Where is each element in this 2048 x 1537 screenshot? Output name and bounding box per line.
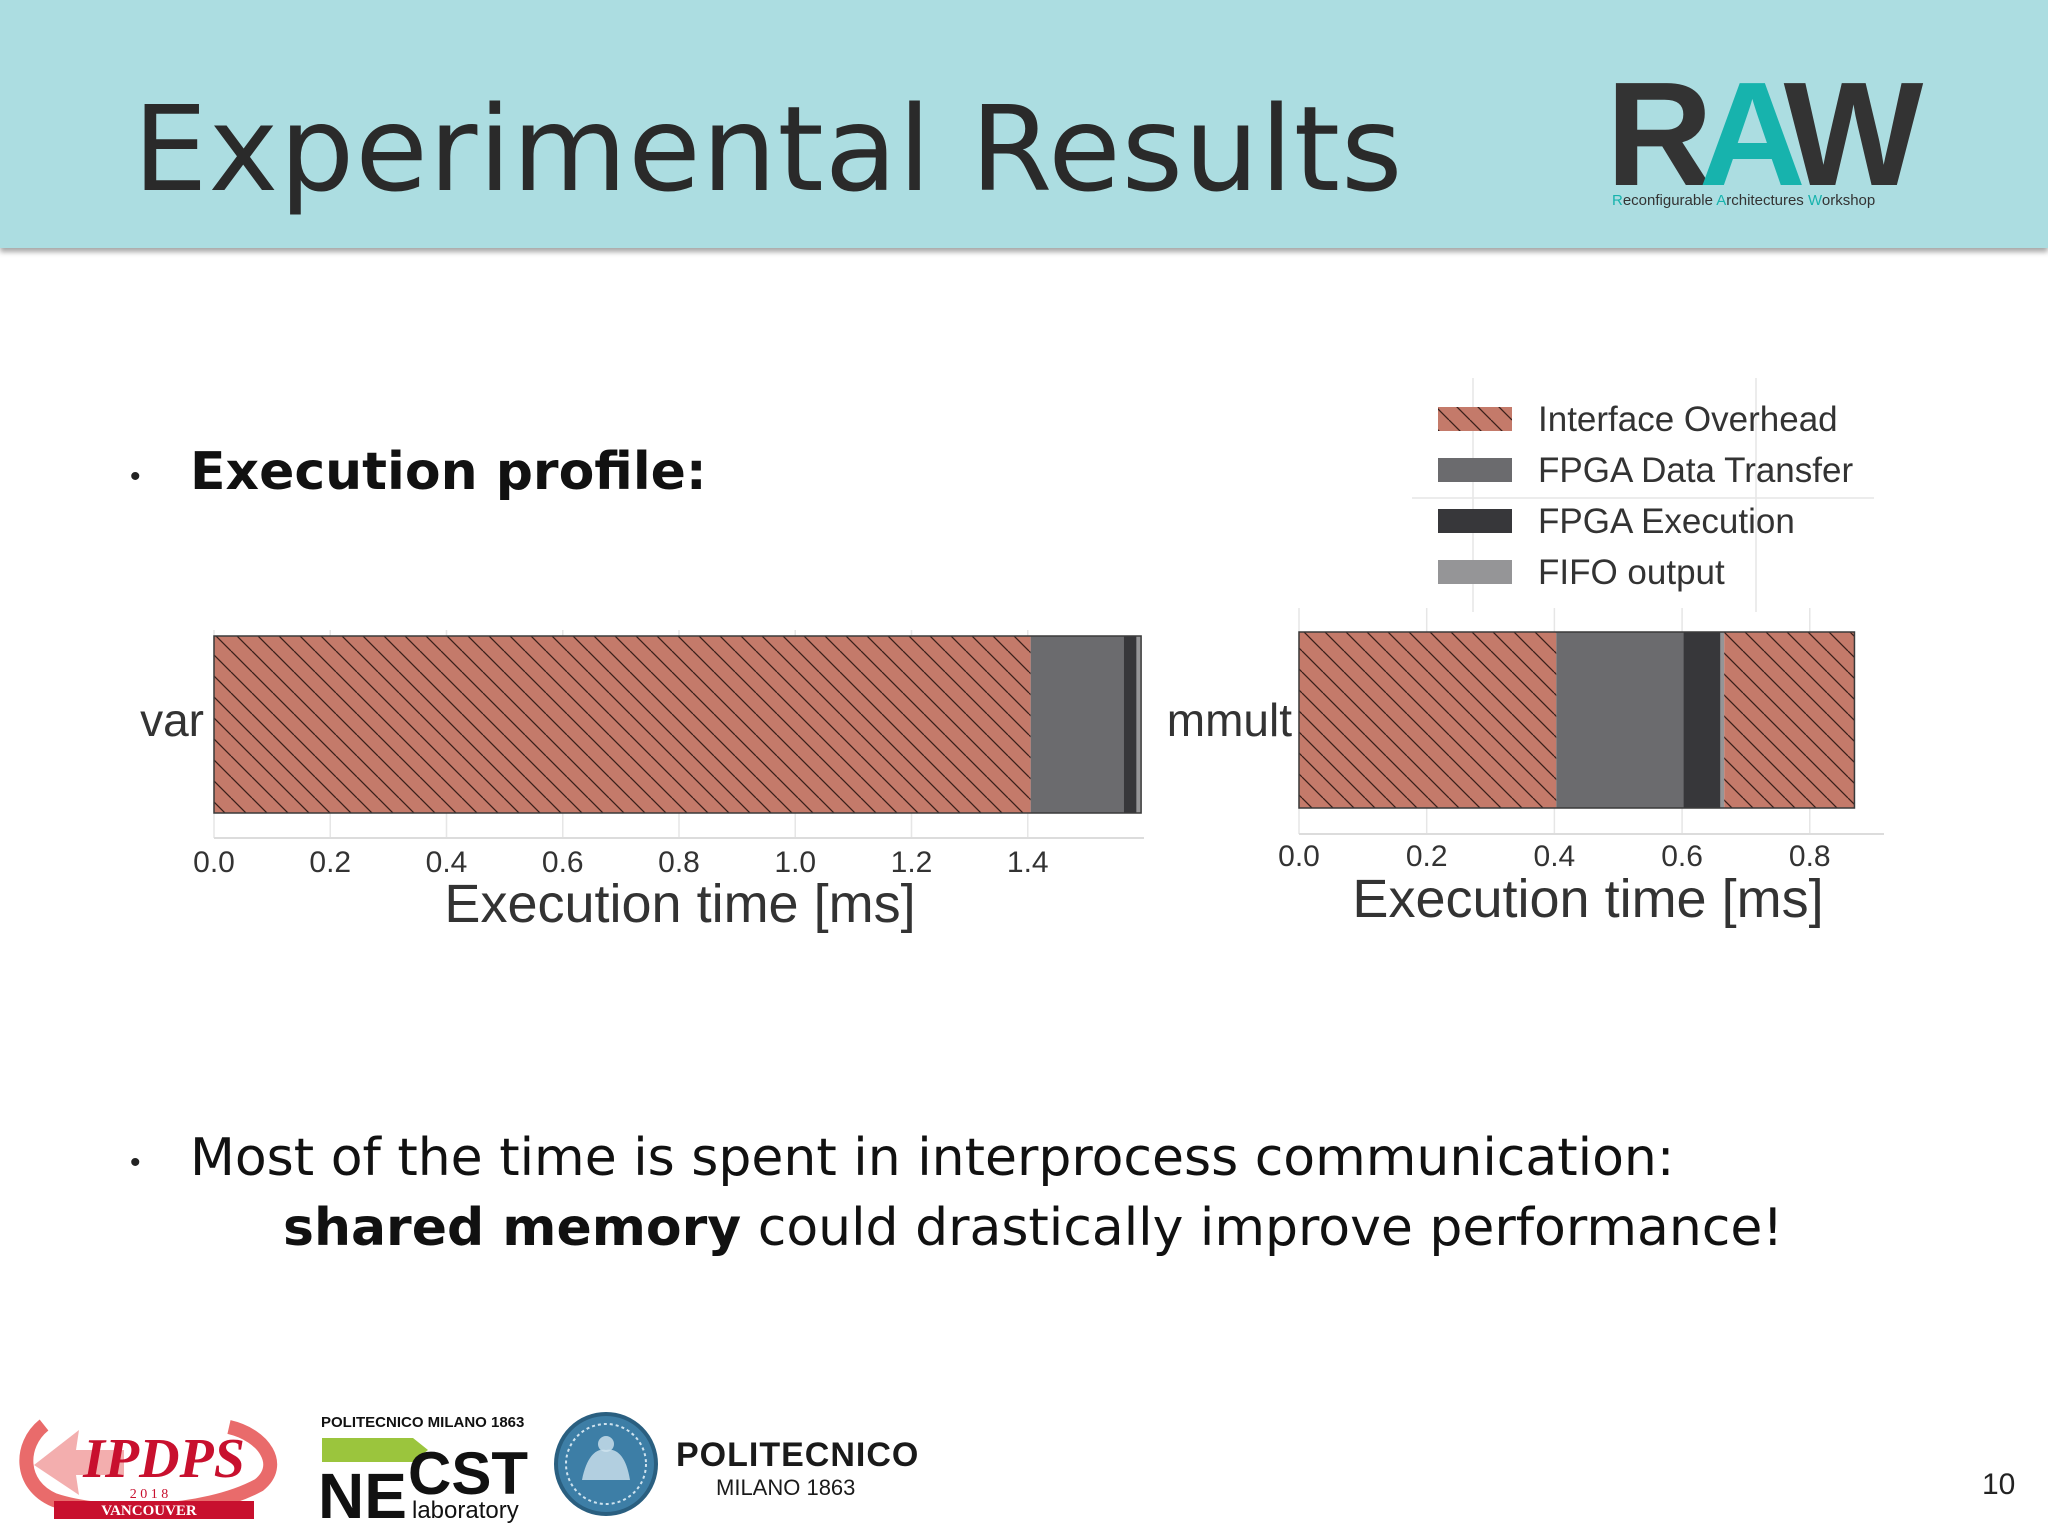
raw-letter-a: A (1698, 52, 1798, 217)
polimi-wordmark: POLITECNICO MILANO 1863 (676, 1436, 920, 1501)
polimi-name: POLITECNICO (676, 1436, 920, 1474)
legend-label: FPGA Execution (1538, 502, 1795, 541)
legend-swatch-fpga-data-transfer (1438, 458, 1512, 482)
bar-outline (213, 635, 1142, 814)
raw-letter-w: W (1783, 52, 1924, 217)
x-tick-label: 0.4 (1534, 840, 1576, 873)
bullet-interprocess: Most of the time is spent in interproces… (190, 1128, 1675, 1188)
ipdps-logo: IPDPS 2 0 1 8 VANCOUVER (19, 1419, 278, 1519)
x-axis-label: Execution time [ms] (444, 874, 915, 934)
x-axis-label: Execution time [ms] (1352, 869, 1823, 929)
bullet-rest: could drastically improve performance! (741, 1198, 1784, 1258)
raw-subtitle-part: A (1716, 192, 1727, 209)
legend-label: FIFO output (1538, 553, 1725, 592)
x-tick-label: 0.4 (426, 846, 468, 879)
necst-arrow (322, 1438, 428, 1462)
slide-header: Experimental Results R A W Reconfigurable … (0, 0, 2048, 248)
necst-top-text: POLITECNICO MILANO 1863 (321, 1414, 524, 1431)
bar-segment-fifo-output (1136, 636, 1142, 813)
bullet-marker: • (130, 1146, 141, 1179)
ipdps-wordmark: IPDPS (82, 1428, 245, 1490)
bar-segment-fpga-execution (1683, 632, 1721, 808)
bullet-interprocess-continued: shared memory could drastically improve … (283, 1198, 1783, 1258)
bullet-marker: • (130, 460, 141, 493)
page-number: 10 (1982, 1468, 2016, 1501)
bar-hatch (214, 636, 1031, 813)
bold-shared-memory: shared memory (283, 1198, 742, 1258)
legend-label: FPGA Data Transfer (1538, 451, 1853, 490)
x-tick-label: 0.6 (542, 846, 584, 879)
raw-logo-letters: RAW (1606, 61, 1923, 209)
legend-swatch-fpga-execution (1438, 509, 1512, 533)
raw-subtitle-part: orkshop (1821, 192, 1876, 209)
bullet-execution-profile: Execution profile: (190, 442, 707, 502)
bar-segment-fpga-execution (1123, 636, 1137, 813)
x-tick-label: 0.6 (1661, 840, 1703, 873)
bar-segment-fpga-data-transfer (1556, 632, 1684, 808)
raw-letter-r: R (1606, 52, 1713, 217)
raw-subtitle-part: econfigurable (1622, 192, 1717, 209)
necst-cst: CST (408, 1440, 528, 1507)
raw-logo: R A W Reconfigurable Architectures Worksho… (1606, 61, 1926, 220)
x-tick-label: 0.0 (1278, 840, 1320, 873)
necst-logo: POLITECNICO MILANO 1863 NE CST laborator… (318, 1414, 528, 1525)
raw-logo-subtitle: Reconfigurable Architectures Workshop (1612, 192, 1875, 209)
bar-hatch (1724, 632, 1855, 808)
bar-outline (1298, 631, 1856, 809)
ipdps-banner (54, 1501, 254, 1519)
x-tick-label: 1.0 (774, 846, 816, 879)
bar-segment-fifo-output (1720, 632, 1725, 808)
x-tick-label: 0.2 (1406, 840, 1448, 873)
x-tick-label: 0.0 (193, 846, 235, 879)
slide-title: Experimental Results (133, 80, 1404, 218)
ipdps-year: 2 0 1 8 (130, 1487, 169, 1502)
bar-segment-fpga-data-transfer (1030, 636, 1124, 813)
x-tick-label: 0.8 (1789, 840, 1831, 873)
polimi-seal (554, 1412, 658, 1516)
chart-legend: Interface Overhead FPGA Data Transfer FPGA… (1412, 378, 1874, 612)
category-label: mmult (1167, 694, 1292, 746)
raw-subtitle-part: rchitectures (1726, 192, 1808, 209)
x-tick-label: 0.8 (658, 846, 700, 879)
category-label: var (140, 694, 204, 746)
polimi-sub: MILANO 1863 (716, 1475, 856, 1500)
necst-lab: laboratory (412, 1497, 519, 1524)
legend-swatch-fifo-output (1438, 560, 1512, 584)
bar-hatch (1299, 632, 1557, 808)
chart-var: 0.0 0.2 0.4 0.6 0.8 1.0 1.2 1.4 Execution time [… (140, 630, 1144, 934)
legend-swatch-hatch (1438, 407, 1512, 431)
necst-ne: NE (318, 1460, 407, 1525)
legend-label: Interface Overhead (1538, 400, 1838, 439)
x-tick-label: 1.2 (891, 846, 933, 879)
x-tick-label: 1.4 (1007, 846, 1049, 879)
arrow-icon (34, 1430, 124, 1495)
x-tick-label: 0.2 (309, 846, 351, 879)
ipdps-city: VANCOUVER (101, 1503, 197, 1519)
raw-subtitle-part: R (1612, 192, 1623, 209)
raw-subtitle-part: W (1807, 192, 1822, 209)
